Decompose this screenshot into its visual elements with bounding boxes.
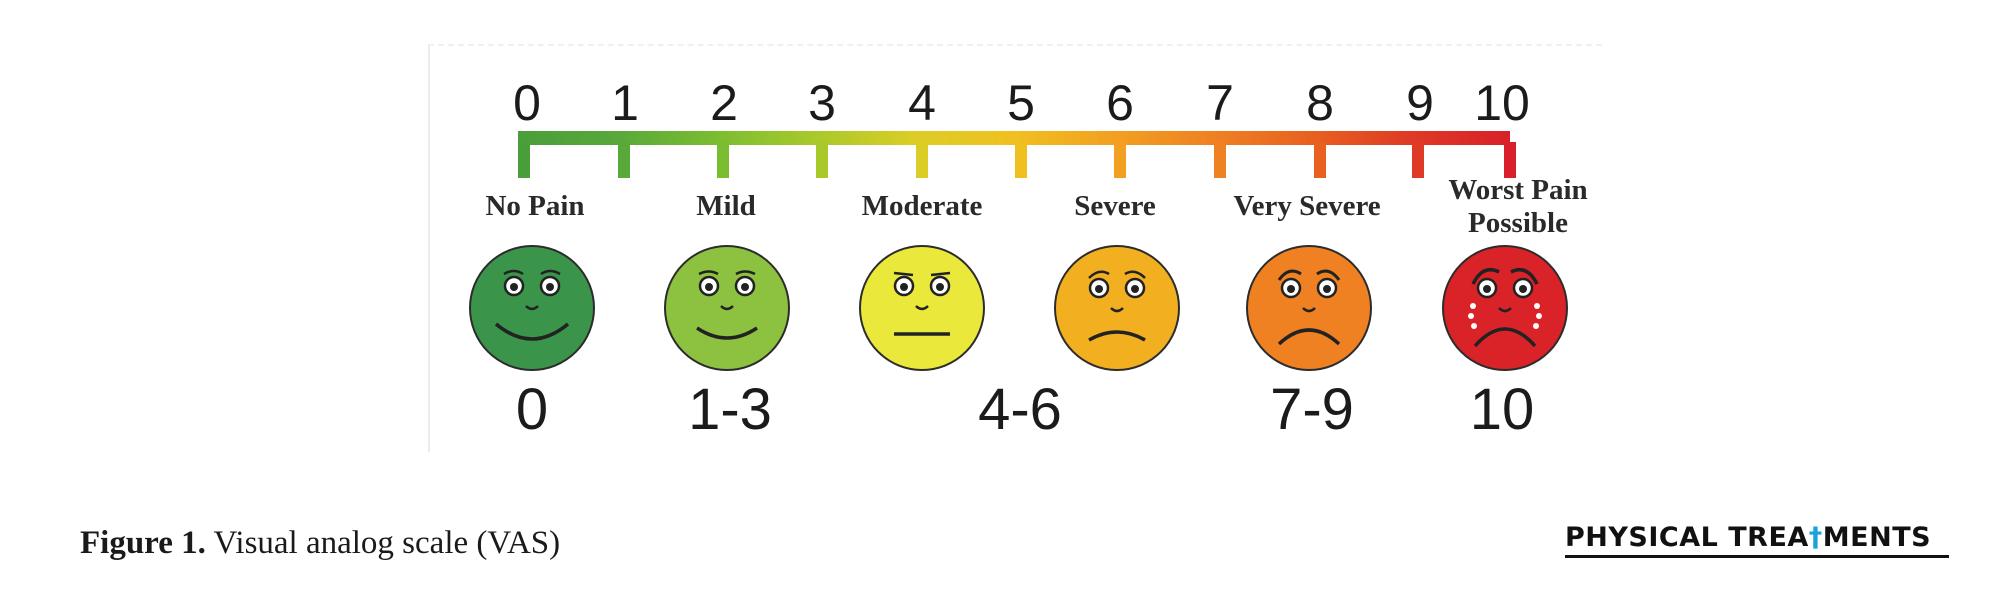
face-severe-icon: [1053, 244, 1181, 372]
tick-mark: [916, 142, 928, 178]
face-worst-pain-icon: [1441, 244, 1569, 372]
journal-logo: PHYSICAL TREA†MENTS: [1565, 522, 1949, 558]
tick-label-2: 2: [710, 75, 738, 131]
tick-mark: [518, 142, 530, 178]
tick-mark: [618, 142, 630, 178]
range-label-0: 0: [515, 377, 549, 442]
tick-label-1: 1: [611, 75, 639, 131]
tick-label-8: 8: [1306, 75, 1334, 131]
tick-mark: [1412, 142, 1424, 178]
range-label-7-9: 7-9: [1270, 377, 1354, 442]
tick-label-4: 4: [908, 75, 936, 131]
figure-caption-text: Visual analog scale (VAS): [205, 525, 561, 561]
category-label-worst-pain-line1: Worst Pain: [1448, 174, 1588, 206]
tick-label-6: 6: [1106, 75, 1134, 131]
tick-label-0: 0: [513, 75, 541, 131]
tick-label-5: 5: [1007, 75, 1035, 131]
tick-mark: [1504, 142, 1516, 178]
vas-figure: 0 1 2 3 4 5 6 7 8 9 10 No Pain Mild Mode…: [428, 44, 1602, 452]
tick-label-3: 3: [808, 75, 836, 131]
figure-caption: Figure 1. Visual analog scale (VAS): [80, 525, 560, 562]
category-label-worst-pain-line2: Possible: [1468, 207, 1568, 239]
category-label-moderate: Moderate: [861, 190, 983, 222]
category-label-severe: Severe: [1074, 190, 1156, 222]
face-no-pain-icon: [468, 244, 596, 372]
journal-logo-text-end: MENTS: [1822, 522, 1932, 553]
range-label-10: 10: [1469, 377, 1535, 442]
tick-mark: [1214, 142, 1226, 178]
category-label-no-pain: No Pain: [485, 190, 585, 222]
category-label-mild: Mild: [696, 190, 756, 222]
category-label-very-severe: Very Severe: [1233, 190, 1381, 222]
figure-caption-label: Figure 1.: [80, 525, 206, 561]
tick-label-10: 10: [1474, 75, 1530, 131]
category-label-worst-pain: Worst Pain Possible: [1408, 174, 1628, 240]
range-label-4-6: 4-6: [978, 377, 1062, 442]
range-label-1-3: 1-3: [688, 377, 772, 442]
tick-label-9: 9: [1406, 75, 1434, 131]
tick-mark: [1114, 142, 1126, 178]
tick-mark: [1314, 142, 1326, 178]
tick-mark: [816, 142, 828, 178]
journal-logo-text-start: PHYSICAL TREA: [1565, 522, 1809, 553]
pain-scale-gradient-bar: [518, 131, 1510, 145]
face-very-severe-icon: [1245, 244, 1373, 372]
face-mild-icon: [663, 244, 791, 372]
face-moderate-icon: [858, 244, 986, 372]
tick-mark: [1015, 142, 1027, 178]
tick-mark: [717, 142, 729, 178]
tick-label-7: 7: [1206, 75, 1234, 131]
journal-logo-cross-icon: †: [1808, 522, 1823, 553]
